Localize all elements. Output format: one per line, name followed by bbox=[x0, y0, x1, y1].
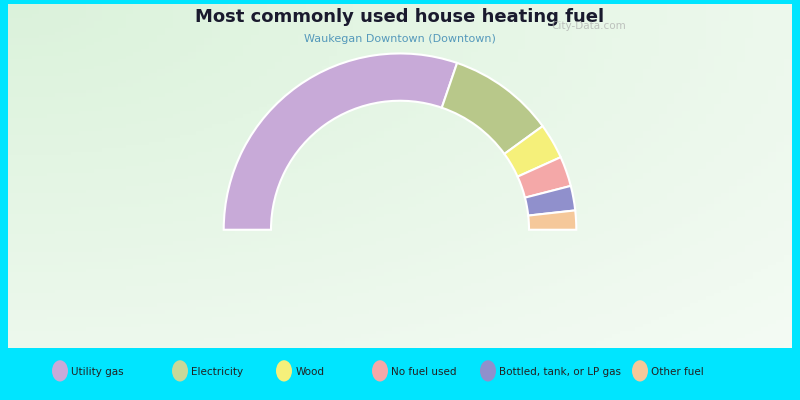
Ellipse shape bbox=[52, 360, 68, 382]
Text: Bottled, tank, or LP gas: Bottled, tank, or LP gas bbox=[499, 367, 622, 377]
Wedge shape bbox=[525, 186, 575, 216]
Wedge shape bbox=[518, 157, 570, 198]
Ellipse shape bbox=[276, 360, 292, 382]
Ellipse shape bbox=[372, 360, 388, 382]
Text: Electricity: Electricity bbox=[191, 367, 243, 377]
Wedge shape bbox=[224, 54, 457, 230]
Text: Wood: Wood bbox=[295, 367, 324, 377]
Wedge shape bbox=[442, 63, 542, 154]
Ellipse shape bbox=[172, 360, 188, 382]
Ellipse shape bbox=[632, 360, 648, 382]
Text: Most commonly used house heating fuel: Most commonly used house heating fuel bbox=[195, 8, 605, 26]
Ellipse shape bbox=[480, 360, 496, 382]
Text: City-Data.com: City-Data.com bbox=[551, 21, 626, 31]
Text: Utility gas: Utility gas bbox=[71, 367, 124, 377]
Text: Other fuel: Other fuel bbox=[651, 367, 704, 377]
Wedge shape bbox=[528, 210, 576, 230]
Text: Waukegan Downtown (Downtown): Waukegan Downtown (Downtown) bbox=[304, 34, 496, 44]
Wedge shape bbox=[504, 126, 561, 177]
Text: No fuel used: No fuel used bbox=[391, 367, 457, 377]
